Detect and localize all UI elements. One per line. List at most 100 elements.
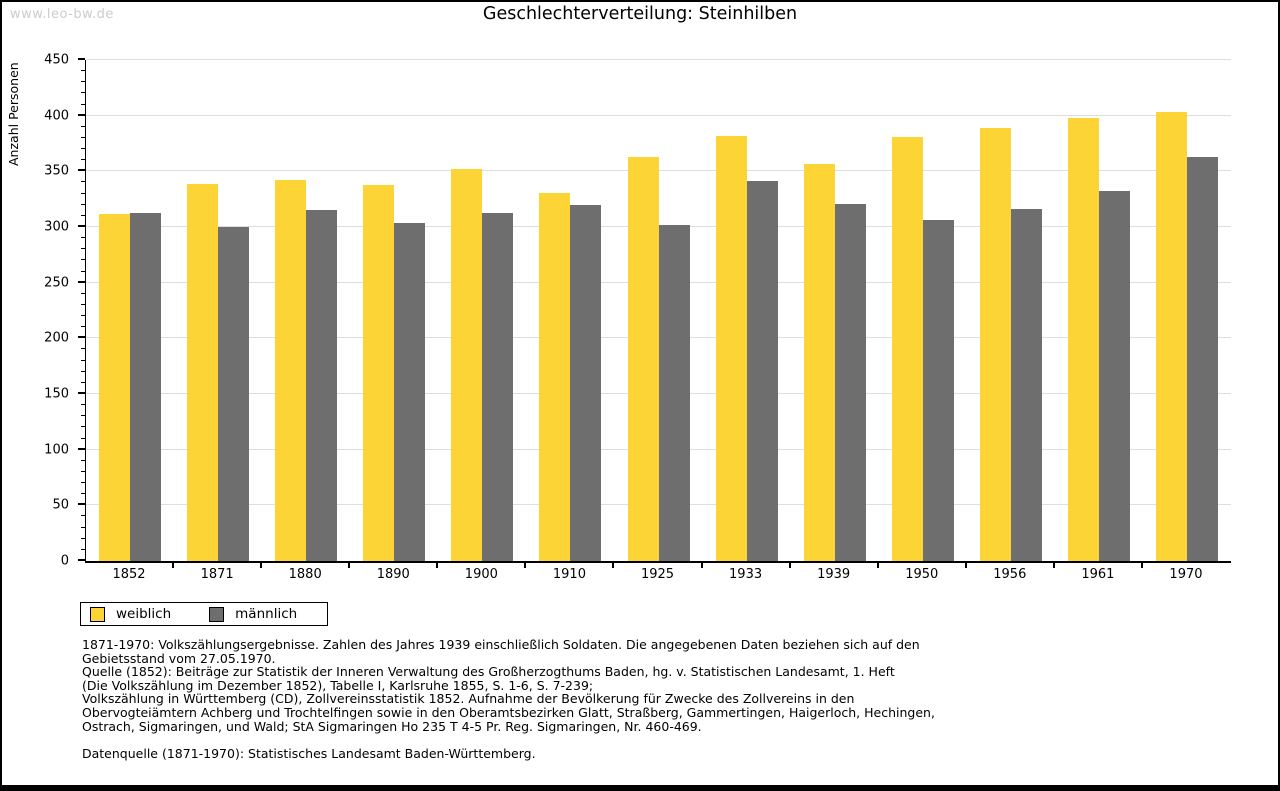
y-tick-label-150: 150 <box>44 386 69 402</box>
x-boundary-tick-9 <box>876 562 879 568</box>
bar-weiblich-1910 <box>539 192 571 561</box>
x-boundary-tick-1 <box>172 562 175 568</box>
bar-männlich-1970 <box>1186 156 1218 561</box>
gridline-350 <box>86 170 1231 172</box>
legend-item-männlich: männlich <box>209 606 297 622</box>
footnote-line-7: Ostrach, Sigmaringen, und Wald; StA Sigm… <box>82 718 702 734</box>
minor-tick-310 <box>81 214 85 216</box>
minor-tick-410 <box>81 103 85 105</box>
minor-tick-110 <box>81 437 85 439</box>
minor-tick-60 <box>81 493 85 495</box>
major-tick-450 <box>78 58 85 60</box>
y-tick-label-250: 250 <box>44 275 69 291</box>
x-boundary-tick-2 <box>260 562 263 568</box>
gridline-400 <box>86 114 1231 116</box>
footnote-line-6: Obervogteiämtern Achberg und Trochtelfin… <box>82 704 935 720</box>
minor-tick-10 <box>81 548 85 550</box>
bar-group-1970 <box>1143 60 1231 561</box>
bar-group-1890 <box>350 60 438 561</box>
minor-tick-130 <box>81 415 85 417</box>
legend-label: weiblich <box>116 606 172 622</box>
y-tick-label-100: 100 <box>44 442 69 458</box>
legend-swatch-männlich <box>209 606 225 622</box>
footnote-line-1: 1871-1970: Volkszählungsergebnisse. Zahl… <box>82 637 920 652</box>
bar-männlich-1961 <box>1098 191 1130 561</box>
bar-group-1950 <box>879 60 967 561</box>
minor-tick-370 <box>81 148 85 150</box>
minor-tick-290 <box>81 237 85 239</box>
x-axis-ticks <box>85 562 1230 568</box>
y-tick-label-400: 400 <box>44 108 69 124</box>
bar-weiblich-1871 <box>187 183 219 561</box>
x-boundary-tick-12 <box>1140 562 1143 568</box>
major-tick-50 <box>78 503 85 506</box>
x-tick-label-1925: 1925 <box>640 567 675 582</box>
y-tick-label-300: 300 <box>44 219 69 235</box>
minor-tick-40 <box>81 515 85 517</box>
legend-item-weiblich: weiblich <box>90 606 171 622</box>
x-tick-label-1933: 1933 <box>729 567 763 582</box>
minor-tick-20 <box>81 537 85 539</box>
major-tick-350 <box>78 169 85 172</box>
bar-weiblich-1939 <box>803 163 835 561</box>
bar-group-1880 <box>262 60 350 561</box>
x-tick-label-1900: 1900 <box>464 567 498 582</box>
minor-tick-170 <box>81 370 85 372</box>
major-tick-300 <box>78 225 85 227</box>
bar-weiblich-1956 <box>979 127 1011 561</box>
minor-tick-90 <box>81 459 85 461</box>
x-tick-label-1890: 1890 <box>376 567 410 582</box>
minor-tick-360 <box>81 159 85 161</box>
x-boundary-tick-7 <box>700 562 703 568</box>
bar-group-1956 <box>967 60 1055 561</box>
y-tick-label-450: 450 <box>44 52 69 68</box>
minor-tick-230 <box>81 303 85 305</box>
bar-group-1900 <box>438 60 526 561</box>
bar-series-container <box>86 60 1231 561</box>
minor-tick-340 <box>81 181 85 183</box>
x-boundary-tick-10 <box>964 562 967 568</box>
minor-tick-330 <box>81 192 85 194</box>
minor-tick-70 <box>81 482 85 484</box>
x-tick-label-1950: 1950 <box>905 567 939 582</box>
footnote-line-2: Gebietsstand vom 27.05.1970. <box>82 650 276 666</box>
gridline-450 <box>86 59 1231 60</box>
y-axis-ticks: 0 50 100 150 200 250 300 350 400 450 <box>2 53 85 569</box>
minor-tick-430 <box>81 81 85 83</box>
bar-männlich-1871 <box>218 227 250 561</box>
x-tick-label-1910: 1910 <box>552 567 586 582</box>
minor-tick-120 <box>81 426 85 428</box>
minor-tick-390 <box>81 125 85 127</box>
minor-tick-160 <box>81 381 85 383</box>
bar-group-1871 <box>174 60 262 561</box>
x-tick-label-1880: 1880 <box>288 567 322 582</box>
minor-tick-30 <box>81 526 85 528</box>
minor-tick-380 <box>81 136 85 138</box>
major-tick-0 <box>78 559 85 561</box>
x-boundary-tick-6 <box>612 562 615 568</box>
x-axis-labels: 1852 1871 1880 1890 1900 1910 1925 1933 1939 1950… <box>85 567 1230 582</box>
bar-weiblich-1880 <box>275 180 307 561</box>
y-tick-label-50: 50 <box>52 497 69 513</box>
bar-group-1961 <box>1055 60 1143 561</box>
x-tick-label-1961: 1961 <box>1081 567 1115 582</box>
bar-weiblich-1961 <box>1067 117 1099 561</box>
x-tick-label-1871: 1871 <box>200 567 234 582</box>
minor-tick-180 <box>81 359 85 361</box>
bar-männlich-1900 <box>482 212 514 561</box>
bar-group-1852 <box>86 60 174 561</box>
x-boundary-tick-5 <box>524 562 527 568</box>
x-boundary-tick-11 <box>1052 562 1055 568</box>
plot-area <box>85 59 1231 563</box>
x-tick-label-1956: 1956 <box>993 567 1027 582</box>
major-tick-200 <box>78 336 85 339</box>
legend: weiblich männlich <box>80 602 329 626</box>
major-tick-150 <box>78 392 85 394</box>
minor-tick-320 <box>81 203 85 205</box>
x-tick-label-1939: 1939 <box>817 567 851 582</box>
y-tick-label-0: 0 <box>60 553 69 569</box>
footnote-line-4: (Die Volkszählung im Dezember 1852), Tab… <box>82 677 594 693</box>
minor-tick-420 <box>81 92 85 94</box>
minor-tick-190 <box>81 348 85 350</box>
